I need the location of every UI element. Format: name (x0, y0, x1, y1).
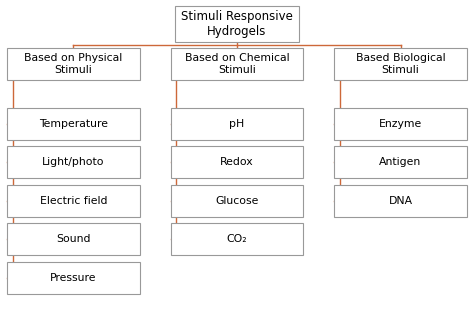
Text: Light/photo: Light/photo (42, 157, 105, 167)
Text: Temperature: Temperature (39, 118, 108, 129)
FancyBboxPatch shape (334, 48, 467, 80)
Text: Based on Chemical
Stimuli: Based on Chemical Stimuli (185, 53, 289, 75)
FancyBboxPatch shape (7, 223, 140, 255)
FancyBboxPatch shape (175, 6, 299, 42)
FancyBboxPatch shape (171, 146, 303, 178)
Text: Stimuli Responsive
Hydrogels: Stimuli Responsive Hydrogels (181, 10, 293, 38)
Text: Antigen: Antigen (379, 157, 422, 167)
Text: Sound: Sound (56, 234, 91, 244)
FancyBboxPatch shape (171, 48, 303, 80)
Text: Pressure: Pressure (50, 273, 97, 283)
FancyBboxPatch shape (171, 223, 303, 255)
FancyBboxPatch shape (7, 108, 140, 140)
Text: DNA: DNA (389, 195, 412, 206)
FancyBboxPatch shape (171, 185, 303, 217)
Text: Glucose: Glucose (215, 195, 259, 206)
Text: Electric field: Electric field (40, 195, 107, 206)
FancyBboxPatch shape (7, 146, 140, 178)
Text: Redox: Redox (220, 157, 254, 167)
FancyBboxPatch shape (7, 185, 140, 217)
FancyBboxPatch shape (7, 48, 140, 80)
Text: Based on Physical
Stimuli: Based on Physical Stimuli (24, 53, 123, 75)
FancyBboxPatch shape (334, 185, 467, 217)
Text: CO₂: CO₂ (227, 234, 247, 244)
FancyBboxPatch shape (7, 262, 140, 294)
FancyBboxPatch shape (334, 108, 467, 140)
FancyBboxPatch shape (334, 146, 467, 178)
Text: pH: pH (229, 118, 245, 129)
FancyBboxPatch shape (171, 108, 303, 140)
Text: Enzyme: Enzyme (379, 118, 422, 129)
Text: Based Biological
Stimuli: Based Biological Stimuli (356, 53, 446, 75)
